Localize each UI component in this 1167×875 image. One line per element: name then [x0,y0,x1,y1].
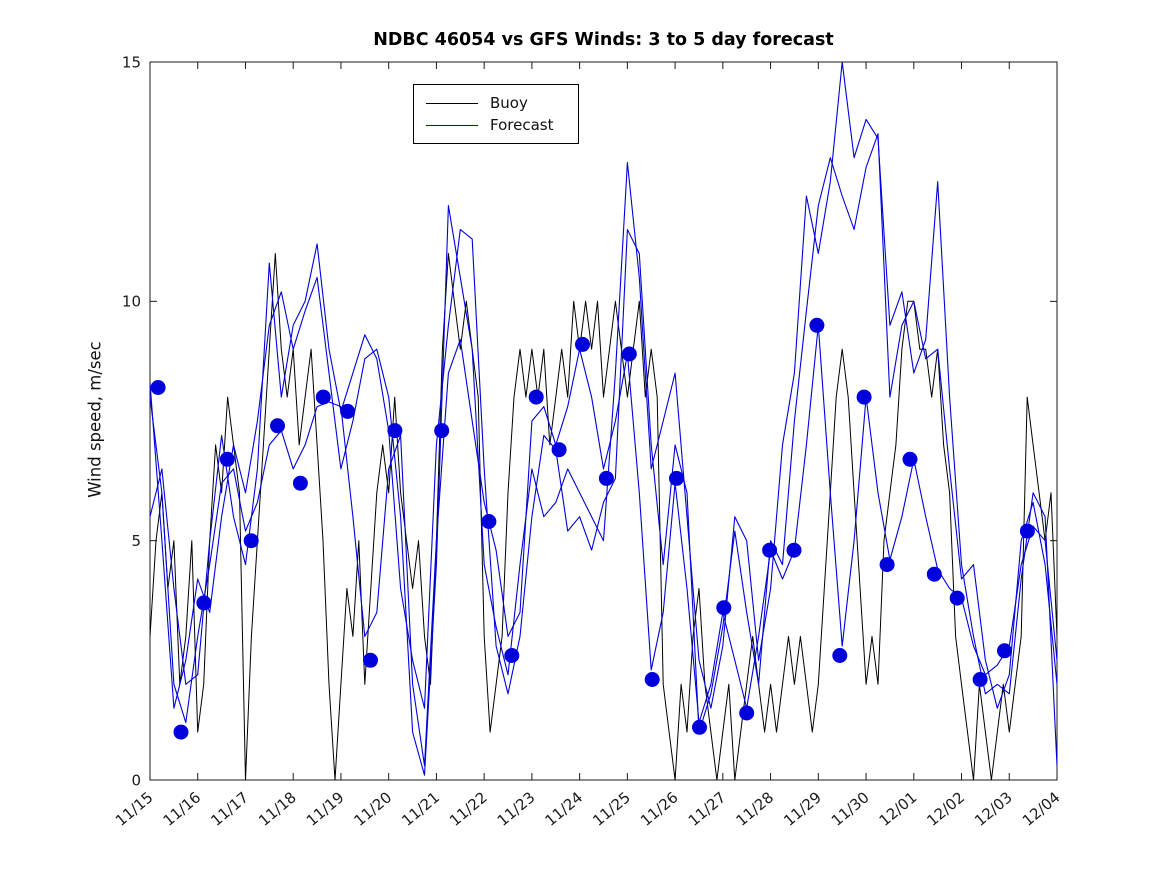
x-tick-label: 12/04 [1019,788,1064,830]
x-tick-label: 11/26 [637,788,682,830]
forecast-marker [972,672,988,687]
forecast-marker [340,403,356,419]
x-tick-label: 11/16 [160,788,205,830]
x-tick-label: 11/30 [828,788,873,830]
forecast-marker [315,389,331,405]
forecast-marker [196,595,212,611]
forecast-marker [434,423,450,439]
series-line-forecast-run-2 [150,62,1057,776]
forecast-marker [739,705,755,721]
x-tick-label: 12/03 [971,788,1016,830]
legend-item-forecast: Forecast [414,114,578,136]
legend-label-forecast: Forecast [490,116,554,134]
x-tick-label: 11/23 [494,788,539,830]
series-line-forecast-run-1 [150,324,1057,767]
forecast-marker [173,724,189,740]
forecast-marker [528,389,544,405]
forecast-marker [575,336,590,352]
forecast-marker [243,533,259,549]
forecast-marker [902,451,918,467]
forecast-marker [997,643,1012,659]
forecast-marker [762,542,778,558]
x-tick-label: 11/28 [732,788,777,830]
x-tick-label: 11/20 [351,788,396,830]
forecast-marker [856,389,872,405]
y-tick-label: 10 [122,293,141,311]
x-tick-label: 11/19 [303,788,348,830]
forecast-marker [363,652,378,668]
forecast-marker [598,470,614,486]
x-tick-label: 12/02 [923,788,968,830]
axes-box [149,61,1058,781]
x-tick-label: 11/18 [255,788,300,830]
series-line-buoy [150,253,1057,780]
x-tick-label: 11/29 [780,788,825,830]
series-group [150,62,1057,780]
chart-title: NDBC 46054 vs GFS Winds: 3 to 5 day fore… [373,30,834,50]
forecast-marker [504,648,520,663]
forecast-marker [786,542,802,558]
forecast-marker [809,317,825,333]
legend-label-buoy: Buoy [490,94,528,112]
legend-item-buoy: Buoy [414,92,578,114]
forecast-marker [387,423,403,439]
x-tick-label: 11/22 [446,788,491,830]
forecast-marker [669,470,684,486]
forecast-marker [1019,523,1035,539]
buoy-line-swatch [426,102,478,104]
forecast-marker [292,475,308,491]
y-tick-label: 15 [122,53,141,71]
forecast-marker [879,557,895,573]
forecast-marker [551,442,567,458]
y-tick-label: 0 [131,771,141,789]
forecast-marker [621,346,637,362]
forecast-marker [481,514,497,529]
forecast-marker [219,451,235,467]
forecast-marker [832,648,848,663]
x-tick-label: 12/01 [876,788,921,830]
series-line-forecast-run-3 [150,133,1057,733]
y-tick-label: 5 [131,532,141,550]
forecast-marker [716,600,732,616]
x-tick-label: 11/25 [589,788,634,830]
forecast-marker [644,672,660,687]
forecast-marker [150,380,166,395]
x-tick-label: 11/17 [207,788,252,830]
forecast-marker [949,590,965,606]
x-tick-label: 11/15 [112,788,157,830]
forecast-line-swatch [426,124,478,126]
forecast-marker [926,566,942,582]
forecast-marker [692,719,707,735]
legend: Buoy Forecast [413,84,579,144]
forecast-marker [270,418,285,434]
x-tick-label: 11/21 [398,788,443,830]
x-tick-label: 11/24 [542,788,587,830]
x-tick-label: 11/27 [685,788,730,830]
y-axis-label: Wind speed, m/sec [85,341,105,498]
